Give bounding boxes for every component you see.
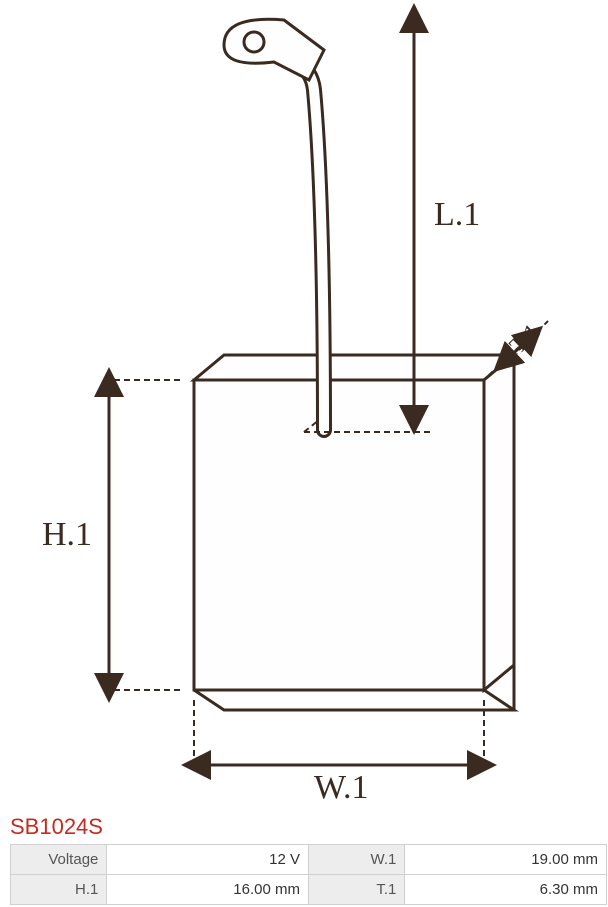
spec-label: Voltage [11,845,107,875]
label-W1: W.1 [314,769,368,800]
label-H1: H.1 [42,516,92,553]
spec-value: 12 V [107,845,309,875]
spec-value: 6.30 mm [405,875,607,905]
spec-table: Voltage 12 V W.1 19.00 mm H.1 16.00 mm T… [10,844,607,905]
spec-label: T.1 [308,875,404,905]
spec-value: 19.00 mm [405,845,607,875]
technical-diagram: L.1 H.1 W.1 T.1 [0,0,608,810]
brush-diagram-svg: L.1 H.1 W.1 T.1 [24,0,584,800]
spec-label: H.1 [11,875,107,905]
table-row: H.1 16.00 mm T.1 6.30 mm [11,875,607,905]
product-code: SB1024S [0,814,608,840]
table-row: Voltage 12 V W.1 19.00 mm [11,845,607,875]
spec-label: W.1 [308,845,404,875]
spec-value: 16.00 mm [107,875,309,905]
label-L1: L.1 [434,196,480,233]
